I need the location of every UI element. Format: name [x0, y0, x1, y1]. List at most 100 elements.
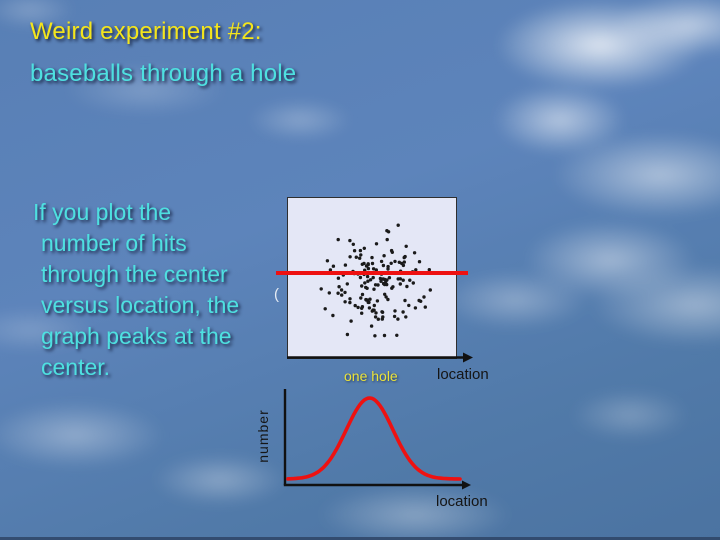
scatter-dot — [373, 283, 378, 287]
stray-parenthesis-glyph: ( — [274, 286, 279, 303]
scatter-dot — [366, 262, 370, 266]
scatter-dot — [365, 274, 370, 279]
scatter-dot — [349, 319, 353, 323]
scatter-dot — [392, 314, 397, 319]
scatter-dot — [325, 259, 330, 263]
scatter-dot — [414, 268, 418, 272]
one-hole-label: one hole — [344, 368, 398, 384]
photo-bottom-edge — [0, 537, 720, 540]
scatter-dot — [398, 282, 402, 286]
scatter-dot — [360, 284, 364, 288]
scatter-dot — [336, 237, 340, 242]
scatter-dot — [328, 268, 333, 272]
scatter-dot — [351, 242, 355, 246]
scatter-dot — [408, 278, 412, 282]
body-line: center. — [41, 354, 111, 380]
scatter-dot — [374, 311, 378, 315]
scatter-dot — [384, 279, 388, 284]
slide-title-line1: Weird experiment #2: — [30, 18, 262, 45]
scatter-plot-panel — [287, 197, 457, 359]
scatter-dot — [401, 278, 405, 282]
scatter-dot — [386, 267, 390, 271]
scatter-dot — [396, 277, 400, 281]
scatter-dot — [360, 311, 364, 315]
scatter-dot — [323, 307, 327, 311]
scatter-dot — [404, 244, 408, 248]
scatter-dot — [405, 284, 409, 289]
scatter-dot — [385, 282, 389, 287]
scatter-dot — [337, 285, 341, 289]
scatter-dot — [428, 288, 432, 292]
red-slice-line — [276, 271, 468, 275]
scatter-dot — [359, 296, 363, 300]
scatter-dot — [331, 313, 335, 318]
scatter-dot — [358, 248, 363, 253]
scatter-dot — [365, 286, 369, 290]
scatter-dot — [331, 264, 336, 268]
scatter-dot — [348, 238, 352, 243]
scatter-dot — [403, 298, 407, 303]
scatter-dot — [378, 276, 383, 281]
scatter-dot — [386, 264, 390, 269]
location-label-bottom: location — [436, 493, 488, 510]
scatter-dot — [391, 285, 395, 289]
scatter-dot — [385, 229, 389, 233]
scatter-dot — [371, 275, 375, 280]
scatter-dot — [383, 292, 387, 296]
scatter-dot — [327, 291, 331, 295]
scatter-dot — [403, 254, 407, 259]
scatter-dot — [376, 317, 380, 321]
scatter-dot — [375, 299, 380, 303]
body-line: If you plot the — [33, 199, 172, 225]
scatter-dot — [336, 276, 341, 280]
scatter-dot — [389, 261, 393, 265]
scatter-dot — [422, 295, 426, 299]
scatter-dot — [319, 287, 323, 291]
scatter-dot — [427, 268, 431, 272]
scatter-dot — [370, 309, 374, 313]
scatter-dot — [343, 263, 348, 267]
number-axis-label: number — [255, 409, 271, 463]
scatter-dot — [368, 278, 373, 282]
scatter-dot — [368, 297, 372, 301]
scatter-dot — [402, 260, 406, 264]
scatter-dot — [343, 290, 347, 295]
scatter-dot — [401, 310, 405, 314]
slide-title-line2: baseballs through a hole — [30, 60, 297, 87]
scatter-dot — [381, 281, 386, 286]
scatter-dot — [404, 315, 408, 319]
scatter-dot — [372, 303, 376, 308]
scatter-dot — [381, 263, 386, 268]
scatter-dot — [364, 297, 368, 302]
scatter-dot — [352, 249, 357, 253]
scatter-dot — [367, 306, 372, 310]
scatter-dot — [380, 317, 384, 321]
scatter-dots — [319, 223, 432, 338]
scatter-dot — [345, 282, 349, 286]
scatter-dot — [419, 299, 423, 303]
scatter-dot — [373, 334, 377, 338]
scatter-dot — [407, 303, 411, 308]
scatter-dot — [384, 295, 388, 299]
body-line: graph peaks at the — [41, 323, 232, 349]
scatter-dot — [385, 237, 389, 242]
scatter-dot — [363, 281, 367, 285]
scatter-dot — [370, 261, 375, 266]
scatter-dot — [340, 293, 344, 297]
location-label-top: location — [437, 366, 489, 383]
scatter-dot — [382, 333, 387, 338]
scatter-dot — [354, 255, 358, 259]
scatter-dot — [343, 300, 347, 304]
scatter-dot — [348, 297, 352, 301]
scatter-dot — [423, 305, 427, 309]
scatter-dot — [353, 303, 357, 308]
scatter-dot — [360, 262, 364, 266]
body-line: number of hits — [41, 230, 187, 256]
scatter-dot — [348, 300, 352, 305]
scatter-dot — [411, 281, 415, 285]
scatter-dot — [356, 305, 360, 310]
scatter-dot — [358, 275, 363, 280]
scatter-dot — [374, 242, 379, 246]
scatter-dot — [339, 288, 344, 292]
